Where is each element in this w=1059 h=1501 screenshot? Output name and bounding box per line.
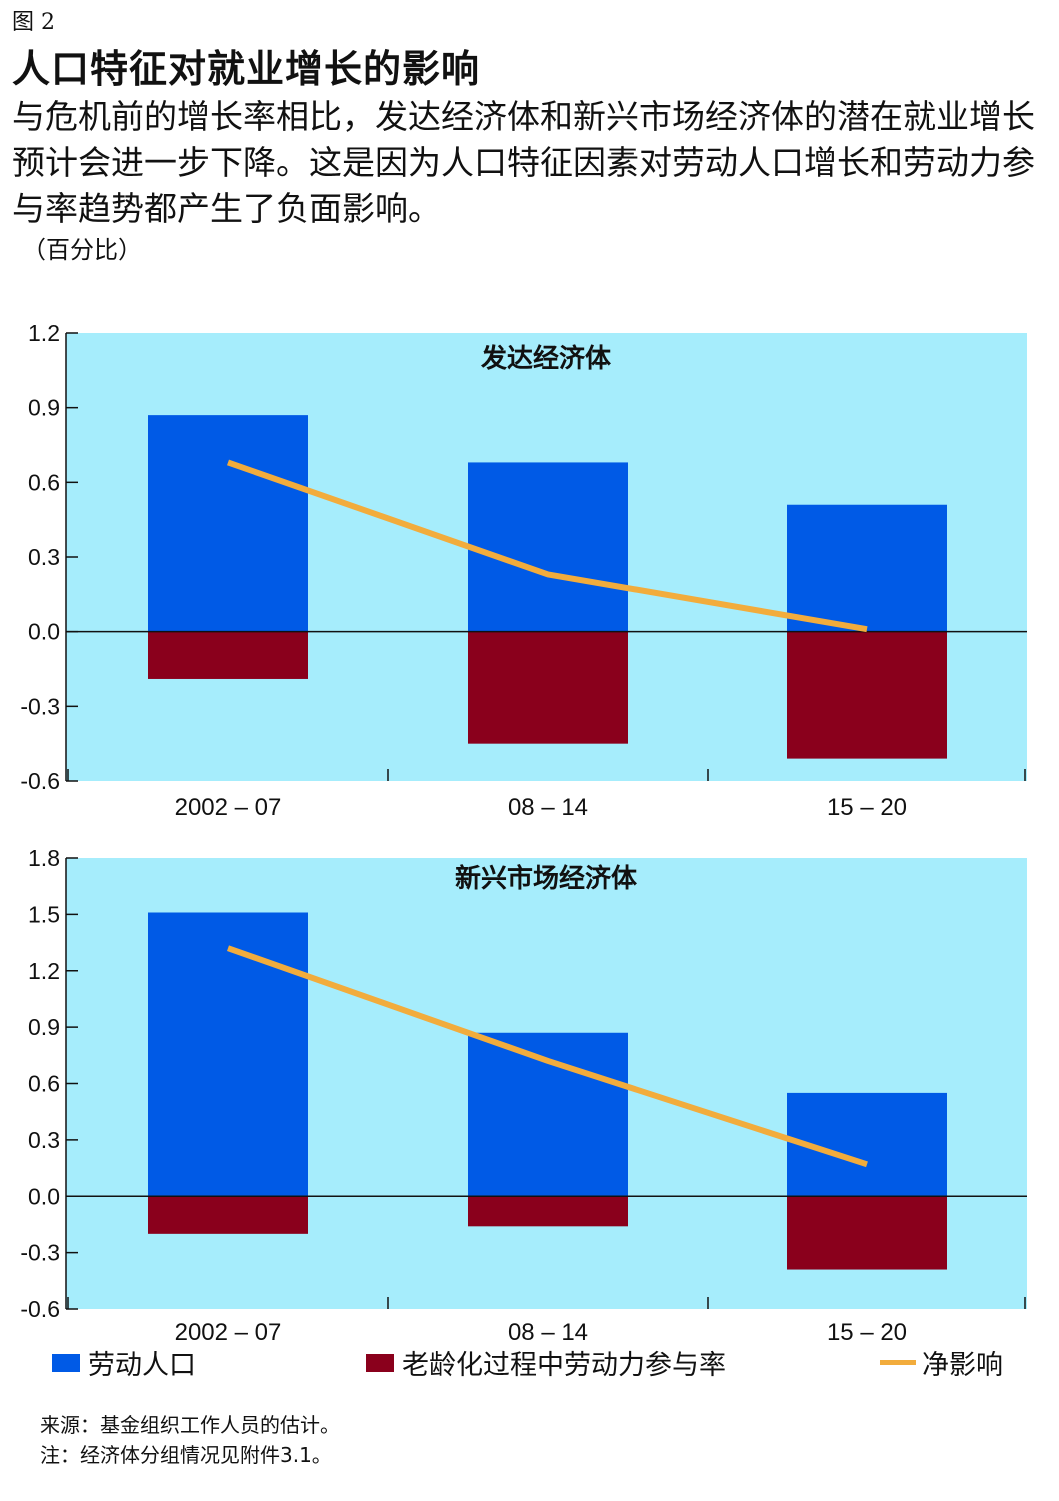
x-category-label: 2002 – 07 bbox=[175, 794, 282, 815]
legend-item-net-effect: 净影响 bbox=[880, 1343, 1003, 1382]
bar bbox=[787, 504, 947, 632]
net-effect-line bbox=[227, 945, 868, 1168]
x-category-label: 2002 – 07 bbox=[175, 1319, 282, 1346]
x-category-label: 15 – 20 bbox=[827, 1319, 907, 1346]
y-tick-label: 0.3 bbox=[28, 544, 60, 570]
chart-emerging-economies: 1.8 1.5 1.2 0.9 0.6 0.3 0.0 -0.3 -0.6 2002 – 07 08… bbox=[20, 845, 1027, 1346]
panel-title: 新兴市场经济体 bbox=[455, 863, 638, 894]
figure-subtitle: 与危机前的增长率相比，发达经济体和新兴市场经济体的潜在就业增长预计会进一步下降。… bbox=[12, 97, 1035, 228]
bar bbox=[148, 1196, 308, 1234]
bar bbox=[468, 1032, 628, 1197]
legend-label-aging-participation: 老龄化过程中劳动力参与率 bbox=[402, 1350, 726, 1381]
figure-title: 人口特征对就业增长的影响 bbox=[12, 47, 481, 91]
y-tick-label: 0.6 bbox=[28, 1071, 60, 1097]
figure-label: 图 2 bbox=[12, 10, 55, 35]
footnotes: 来源：基金组织工作人员的估计。 注：经济体分组情况见附件3.1。 bbox=[40, 1410, 340, 1470]
y-tick-label: 0.0 bbox=[28, 1183, 60, 1209]
legend-swatch-net-effect bbox=[880, 1360, 916, 1365]
legend: 劳动人口 老龄化过程中劳动力参与率 净影响 bbox=[0, 1343, 1059, 1383]
bar bbox=[787, 631, 947, 759]
y-tick-label: 0.9 bbox=[28, 1014, 60, 1040]
legend-label-labor-population: 劳动人口 bbox=[88, 1350, 196, 1381]
source-note: 来源：基金组织工作人员的估计。 bbox=[40, 1413, 340, 1437]
bar bbox=[148, 631, 308, 679]
bar bbox=[148, 415, 308, 632]
y-tick-label: 1.5 bbox=[28, 901, 60, 927]
y-tick-label: 1.2 bbox=[28, 320, 60, 346]
legend-swatch-aging-participation bbox=[366, 1353, 394, 1372]
y-tick-label: 0.0 bbox=[28, 619, 60, 645]
legend-item-aging-participation: 老龄化过程中劳动力参与率 bbox=[366, 1343, 726, 1382]
y-tick-label: 1.2 bbox=[28, 958, 60, 984]
x-category-label: 08 – 14 bbox=[508, 794, 588, 815]
x-category-label: 08 – 14 bbox=[508, 1319, 588, 1346]
net-effect-line bbox=[227, 459, 868, 633]
y-tick-label: 1.8 bbox=[28, 845, 60, 871]
bar bbox=[468, 1196, 628, 1227]
bar bbox=[468, 462, 628, 632]
x-category-label: 15 – 20 bbox=[827, 794, 907, 815]
y-tick-label: -0.6 bbox=[20, 768, 60, 794]
y-tick-label: -0.6 bbox=[20, 1296, 60, 1322]
bar bbox=[468, 631, 628, 744]
legend-label-net-effect: 净影响 bbox=[922, 1350, 1003, 1381]
groups-note: 注：经济体分组情况见附件3.1。 bbox=[40, 1443, 332, 1467]
bar bbox=[787, 1196, 947, 1270]
y-tick-label: -0.3 bbox=[20, 693, 60, 719]
y-tick-label: 0.3 bbox=[28, 1127, 60, 1153]
y-tick-label: 0.9 bbox=[28, 395, 60, 421]
legend-item-labor-population: 劳动人口 bbox=[52, 1343, 196, 1382]
bar bbox=[148, 912, 308, 1197]
y-tick-label: -0.3 bbox=[20, 1240, 60, 1266]
legend-swatch-labor-population bbox=[52, 1353, 80, 1372]
chart-advanced-economies: 1.2 0.9 0.6 0.3 0.0 -0.3 -0.6 2002 – 07 08 – 14 1… bbox=[20, 320, 1027, 815]
unit-label: （百分比） bbox=[22, 236, 142, 264]
panel-title: 发达经济体 bbox=[480, 343, 612, 374]
y-tick-label: 0.6 bbox=[28, 469, 60, 495]
